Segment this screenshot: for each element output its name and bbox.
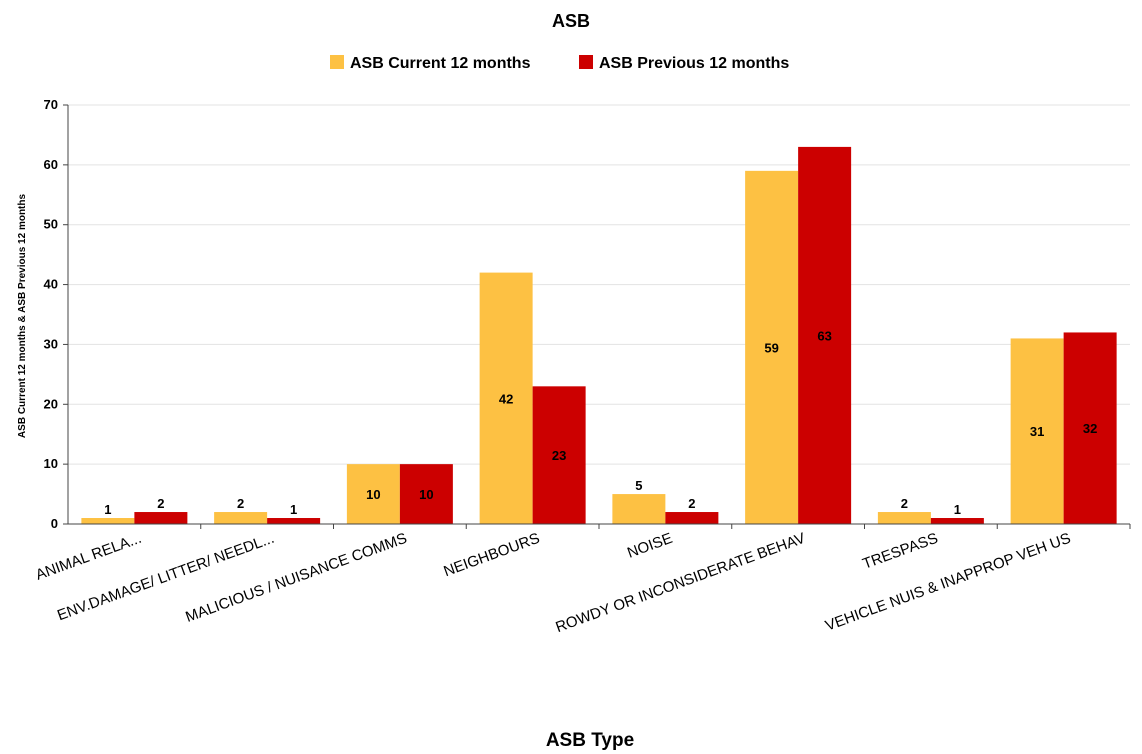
bar-previous[interactable] (134, 512, 188, 524)
bar-previous[interactable] (665, 512, 719, 524)
bars (81, 146, 1117, 525)
data-label: 42 (499, 391, 513, 406)
x-category-label: MALICIOUS / NUISANCE COMMS (183, 530, 409, 626)
x-category-label: VEHICLE NUIS & INAPPROP VEH US (823, 530, 1073, 635)
x-axis-categories: ANIMAL RELA...ENV.DAMAGE/ LITTER/ NEEDL.… (33, 524, 1131, 636)
bar-previous[interactable] (399, 464, 453, 524)
gridlines (68, 104, 1130, 465)
y-tick-label: 10 (44, 456, 58, 471)
data-label: 5 (635, 478, 642, 493)
legend-label-current: ASB Current 12 months (350, 55, 531, 72)
bar-current[interactable] (745, 170, 799, 525)
bar-previous[interactable] (267, 518, 321, 524)
chart-title: ASB (552, 11, 590, 31)
legend-label-previous: ASB Previous 12 months (599, 55, 789, 72)
data-label: 31 (1030, 424, 1044, 439)
bar-current[interactable] (479, 272, 533, 524)
legend-swatch-previous (579, 55, 593, 69)
y-tick-label: 0 (51, 516, 58, 531)
bar-current[interactable] (81, 518, 135, 524)
data-label: 59 (764, 340, 778, 355)
data-label: 1 (104, 502, 111, 517)
legend: ASB Current 12 months ASB Previous 12 mo… (330, 55, 789, 72)
data-labels: 1 2 2 1 10 10 42 23 5 2 59 63 2 1 31 32 (104, 328, 1097, 517)
bar-previous[interactable] (532, 386, 586, 524)
bar-previous[interactable] (798, 146, 852, 524)
data-label: 1 (954, 502, 961, 517)
data-label: 1 (290, 502, 297, 517)
y-axis-label: ASB Current 12 months & ASB Previous 12 … (17, 194, 28, 439)
y-tick-label: 20 (44, 396, 58, 411)
y-tick-label: 40 (44, 277, 58, 292)
bar-current[interactable] (612, 494, 666, 524)
x-category-label: TRESPASS (860, 530, 940, 573)
data-label: 2 (157, 496, 164, 511)
data-label: 63 (817, 328, 831, 343)
data-label: 10 (366, 487, 380, 502)
x-category-label: ENV.DAMAGE/ LITTER/ NEEDL... (55, 530, 276, 624)
data-label: 10 (419, 487, 433, 502)
legend-swatch-current (330, 55, 344, 69)
data-label: 2 (237, 496, 244, 511)
y-tick-label: 30 (44, 336, 58, 351)
bar-current[interactable] (214, 512, 268, 524)
bar-previous[interactable] (930, 518, 984, 524)
y-tick-label: 50 (44, 217, 58, 232)
data-label: 23 (552, 448, 566, 463)
data-label: 32 (1083, 421, 1097, 436)
data-label: 2 (901, 496, 908, 511)
x-category-label: ROWDY OR INCONSIDERATE BEHAV (553, 530, 807, 636)
bar-current[interactable] (346, 464, 400, 524)
data-label: 2 (688, 496, 695, 511)
x-category-label: NOISE (625, 530, 675, 562)
bar-current[interactable] (877, 512, 931, 524)
x-category-label: ANIMAL RELA... (33, 530, 143, 584)
y-axis-ticks: 0 10 20 30 40 50 60 70 (44, 97, 68, 531)
y-tick-label: 60 (44, 157, 58, 172)
x-category-label: NEIGHBOURS (441, 530, 542, 580)
y-tick-label: 70 (44, 97, 58, 112)
bar-previous[interactable] (1063, 332, 1117, 524)
bar-current[interactable] (1010, 338, 1064, 524)
x-axis-label: ASB Type (546, 730, 634, 751)
